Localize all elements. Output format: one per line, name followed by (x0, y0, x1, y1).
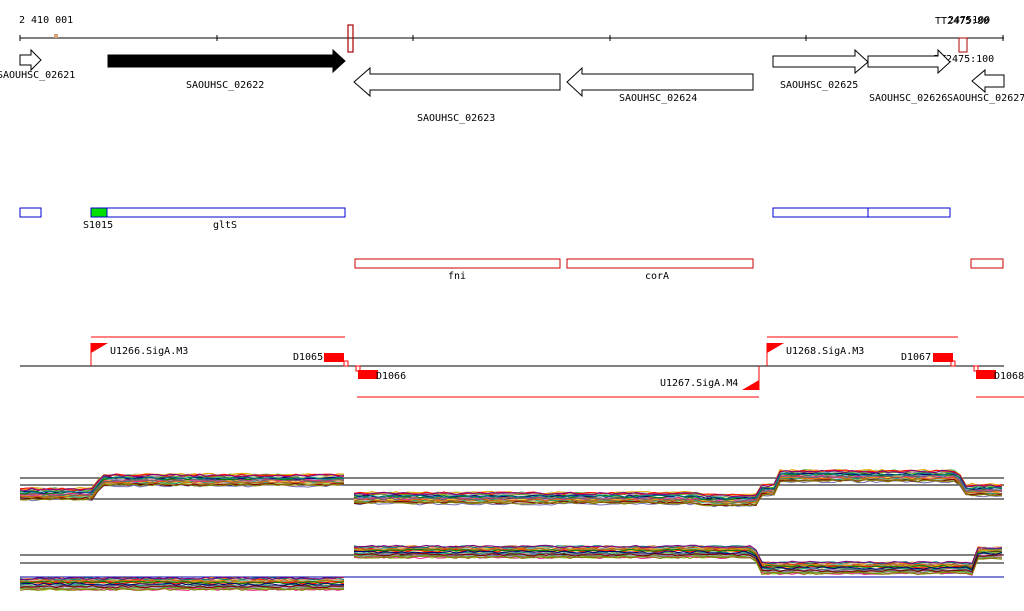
expression-profile-line (353, 550, 1003, 571)
operon-box (106, 207, 346, 218)
promoter-flag (91, 343, 108, 353)
expression-profile-line (353, 469, 1003, 498)
expression-profile-line (19, 587, 344, 591)
expression-profile-line (19, 478, 345, 496)
operon-track-minus: fni corA (354, 258, 1004, 282)
ruler-small-marker (54, 34, 58, 38)
gene-label: SAOUHSC_02621 (0, 70, 75, 81)
expression-profile-line (353, 555, 1003, 576)
terminator-tick (343, 360, 349, 367)
terminator-label: D1067 (901, 352, 931, 363)
promoter-label: U1266.SigA.M3 (110, 346, 188, 357)
gene-label: SAOUHSC_02623 (417, 113, 495, 124)
gene-arrow-SAOUHSC_02621[interactable] (19, 48, 42, 72)
gene-arrow-SAOUHSC_02626[interactable] (867, 48, 951, 75)
expression-profile-line (19, 576, 345, 581)
cursor-marker (347, 24, 354, 53)
terminator-label: D1066 (376, 371, 406, 382)
expression-profile-line (353, 548, 1003, 570)
expression-profile-line (353, 479, 1003, 507)
operon-label: S1015 (83, 220, 113, 231)
gene-label: SAOUHSC_02622 (186, 80, 264, 91)
gene-arrow-SAOUHSC_02623[interactable] (353, 66, 561, 98)
expression-profile-line (353, 469, 1003, 497)
promoter-label: U1268.SigA.M3 (786, 346, 864, 357)
operon-highlight-box (90, 207, 108, 218)
terminator-box (933, 353, 953, 362)
operon-box (19, 207, 42, 218)
operon-track-plus: S1015 gltS (19, 207, 951, 231)
expression-profile-line (19, 483, 344, 501)
expression-profile-line (19, 584, 345, 589)
operon-box (970, 258, 1004, 269)
expression-profile-line (19, 582, 345, 586)
gene-arrow-SAOUHSC_02622[interactable] (107, 48, 346, 74)
expression-profile-line (19, 473, 345, 492)
promoter-flag (767, 343, 784, 353)
ruler-start-label: 2 410 001 (19, 15, 73, 26)
expression-profile-line (353, 544, 1003, 565)
operon-box (867, 207, 951, 218)
expression-profile-line (353, 472, 1003, 500)
expression-track-minus (19, 544, 1004, 592)
ruler-end-label: 2475100 (948, 15, 990, 26)
expression-profile-line (19, 482, 345, 500)
gene-label: SAOUHSC_02627 (947, 93, 1024, 104)
terminator-label: D1068 (994, 371, 1024, 382)
gene-track: SAOUHSC_02621 SAOUHSC_02622 SAOUHSC_0262… (0, 48, 1024, 124)
expression-profile-line (19, 476, 345, 494)
position-ruler: 2 410 001 TT2475:80 2475100 TT2475:100 (19, 15, 1004, 65)
operon-label: gltS (213, 220, 237, 231)
terminator-box (324, 353, 344, 362)
feature-track: U1266.SigA.M3 U1267.SigA.M4 U1268.SigA.M… (20, 336, 1024, 398)
ruler-end-overlap-label: TT2475:80 (935, 16, 989, 27)
operon-box (772, 207, 869, 218)
operon-box (354, 258, 561, 269)
operon-label: fni (448, 271, 466, 282)
promoter-label: U1267.SigA.M4 (660, 378, 738, 389)
ruler-marker-label: TT2475:100 (934, 54, 994, 65)
terminator-box (976, 370, 996, 379)
operon-box (566, 258, 754, 269)
gene-arrow-SAOUHSC_02625[interactable] (772, 48, 869, 75)
terminator-tick (973, 365, 979, 372)
terminator-label: D1065 (293, 352, 323, 363)
expression-track-plus (19, 468, 1004, 508)
expression-profile-line (19, 587, 345, 592)
end-marker (958, 37, 968, 53)
gene-arrow-SAOUHSC_02624[interactable] (566, 66, 754, 98)
terminator-box (358, 370, 378, 379)
expression-profile-line (353, 552, 1003, 573)
gene-label: SAOUHSC_02625 (780, 80, 858, 91)
gene-label: SAOUHSC_02626 (869, 93, 947, 104)
terminator-tick (355, 365, 361, 372)
gene-arrow-SAOUHSC_02627[interactable] (971, 68, 1005, 94)
promoter-flag (742, 380, 759, 390)
operon-label: corA (645, 271, 669, 282)
expression-profile-line (353, 474, 1003, 503)
terminator-tick (950, 360, 956, 367)
gene-label: SAOUHSC_02624 (619, 93, 697, 104)
